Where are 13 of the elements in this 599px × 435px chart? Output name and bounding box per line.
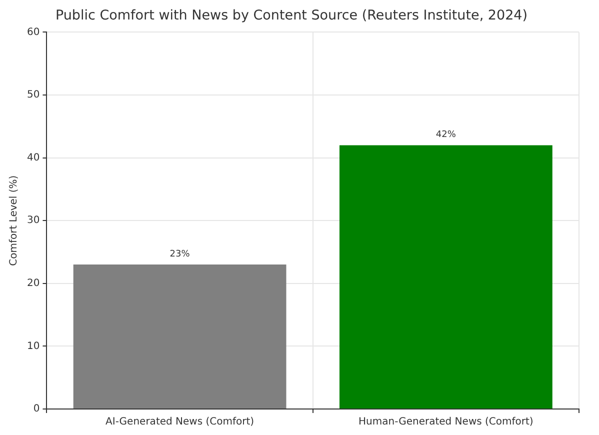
y-tick-label: 60 bbox=[26, 26, 40, 38]
x-tick-label: AI-Generated News (Comfort) bbox=[106, 416, 254, 428]
y-tick-label: 10 bbox=[26, 340, 40, 352]
y-tick-label: 20 bbox=[26, 278, 40, 289]
x-tick-label: Human-Generated News (Comfort) bbox=[358, 416, 534, 428]
data-label: 42% bbox=[436, 130, 456, 140]
y-axis-title: Comfort Level (%) bbox=[8, 175, 20, 266]
y-tick-label: 30 bbox=[26, 215, 40, 226]
y-tick-label: 50 bbox=[26, 90, 40, 101]
data-label: 23% bbox=[170, 249, 190, 260]
y-tick-label: 0 bbox=[33, 404, 40, 415]
chart-title: Public Comfort with News by Content Source (Reuters Institute, 2024) bbox=[55, 8, 528, 24]
y-tick-label: 40 bbox=[26, 152, 40, 164]
